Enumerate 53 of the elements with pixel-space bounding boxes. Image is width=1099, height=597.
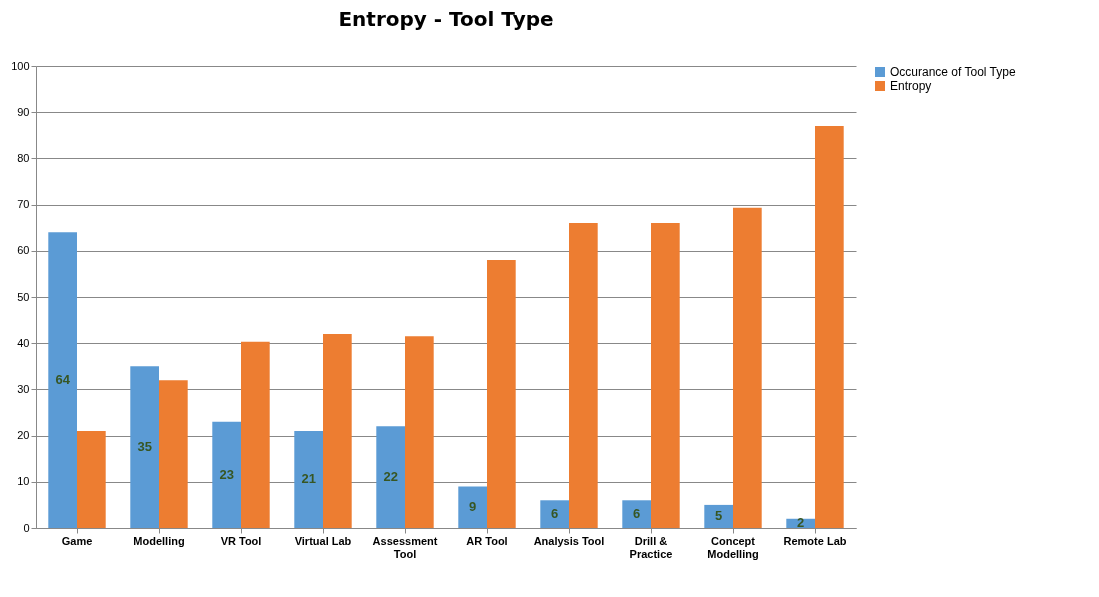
y-tick-label: 10: [17, 475, 30, 488]
bar: [458, 486, 487, 528]
legend-label: Entropy: [890, 79, 932, 93]
y-tick-label: 0: [23, 521, 30, 534]
bar: [323, 333, 352, 528]
x-tick-label: Game: [61, 534, 93, 547]
bar: [540, 500, 569, 528]
x-tick-label: Modelling: [133, 534, 185, 547]
y-tick-label: 100: [11, 59, 30, 72]
y-tick-label: 50: [17, 290, 30, 303]
bar: [651, 223, 680, 528]
y-tick-label: 60: [17, 244, 30, 257]
bar: [487, 260, 516, 528]
bar: [77, 430, 106, 528]
bar: [130, 366, 159, 528]
bar: [815, 126, 844, 528]
x-tick-label: AR Tool: [466, 534, 508, 547]
y-tick-label: 20: [17, 429, 30, 442]
legend-label: Occurance of Tool Type: [890, 65, 1016, 79]
x-tick-label: Assessment Tool: [372, 534, 438, 560]
data-label: 9: [469, 499, 477, 515]
x-tick-label: Analysis Tool: [533, 534, 605, 547]
x-tick-label: Remote Lab: [783, 534, 847, 547]
data-label: 23: [219, 466, 234, 482]
bar: [212, 421, 241, 528]
x-tick-label: Drill & Practice: [629, 534, 673, 560]
x-tick-label: Virtual Lab: [294, 534, 352, 547]
bar: [294, 430, 323, 528]
bar: [48, 232, 77, 528]
data-label: 22: [383, 469, 398, 485]
x-tick-label: Concept Modelling: [707, 534, 759, 560]
bar: [405, 336, 434, 528]
y-tick-label: 70: [17, 198, 30, 211]
bar: [159, 380, 188, 528]
bar: [241, 341, 270, 528]
data-label: 6: [633, 506, 641, 522]
y-tick-label: 30: [17, 382, 30, 395]
data-label: 64: [55, 372, 71, 388]
data-label: 35: [137, 439, 152, 455]
data-label: 2: [797, 515, 805, 531]
chart-title: Entropy - Tool Type: [338, 7, 554, 31]
y-tick-label: 40: [17, 336, 30, 349]
bar: [376, 426, 405, 528]
bar: [733, 207, 762, 528]
bar: [622, 500, 651, 528]
data-label: 5: [715, 508, 723, 524]
bar: [704, 504, 733, 528]
data-label: 21: [301, 471, 316, 487]
y-tick-label: 90: [17, 105, 30, 118]
bar: [569, 223, 598, 528]
data-label: 6: [551, 506, 559, 522]
x-tick-label: VR Tool: [220, 534, 262, 547]
y-tick-label: 80: [17, 151, 30, 164]
